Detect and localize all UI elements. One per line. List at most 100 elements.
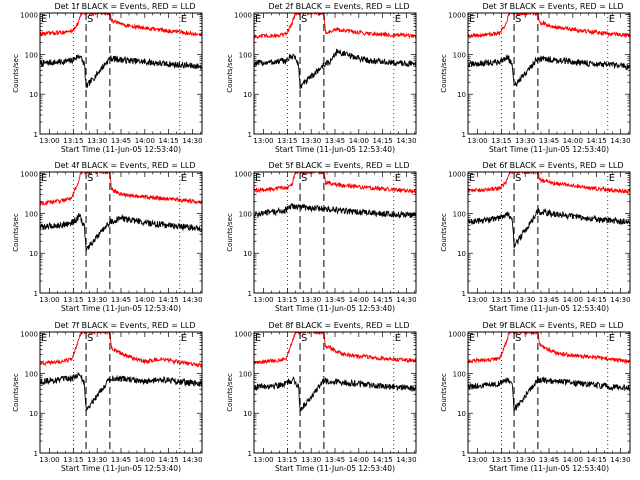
y-tick-label: 100 (239, 370, 252, 378)
panel-det-4: Det 4f BLACK = Events, RED = LLD E S E 1 10 10… (12, 161, 203, 313)
y-tick-label: 1 (248, 450, 252, 458)
series-line-events (40, 54, 202, 88)
marker-label-e: E (395, 14, 401, 25)
axes-frame (39, 331, 203, 454)
panel-title: Det 6f BLACK = Events, RED = LLD (482, 161, 623, 170)
x-tick-label: 13:30 (515, 456, 535, 464)
x-tick-label: 14:30 (396, 296, 416, 304)
x-tick-label: 13:00 (39, 137, 59, 145)
x-tick-label: 13:00 (467, 296, 487, 304)
y-axis-label: Counts/sec (226, 373, 234, 412)
series-line-lld (40, 172, 202, 206)
x-tick-label: 13:00 (253, 456, 273, 464)
marker-label-s: S (515, 173, 521, 184)
y-axis-label: Counts/sec (226, 54, 234, 93)
y-tick-label: 1000 (234, 171, 252, 179)
panel-det-9: Det 9f BLACK = Events, RED = LLD E S E 1 10 10… (440, 321, 631, 473)
series-line-events (468, 54, 630, 88)
x-tick-label: 14:30 (396, 456, 416, 464)
marker-label-e: E (255, 14, 261, 25)
x-tick-label: 14:00 (563, 456, 583, 464)
y-axis-label: Counts/sec (12, 373, 20, 412)
series-line-events (254, 48, 416, 90)
x-tick-label: 14:30 (182, 137, 202, 145)
y-tick-label: 100 (25, 51, 38, 59)
y-tick-label: 1000 (234, 12, 252, 20)
x-tick-label: 14:30 (610, 296, 630, 304)
panel-det-3: Det 3f BLACK = Events, RED = LLD E S E 1 10 10… (440, 2, 631, 154)
y-axis-label: Counts/sec (440, 373, 448, 412)
x-tick-label: 14:00 (349, 296, 369, 304)
y-tick-label: 1 (34, 290, 38, 298)
x-tick-label: 14:15 (373, 456, 393, 464)
marker-label-e: E (255, 333, 261, 344)
x-tick-label: 14:00 (563, 296, 583, 304)
panel-det-2: Det 2f BLACK = Events, RED = LLD E S E 1 10 10… (226, 2, 417, 154)
y-tick-label: 1000 (448, 12, 466, 20)
series-line-events (254, 202, 416, 219)
y-axis-label: Counts/sec (226, 213, 234, 252)
marker-label-e: E (609, 14, 615, 25)
x-tick-label: 14:00 (349, 456, 369, 464)
y-tick-label: 1 (248, 290, 252, 298)
x-tick-label: 14:30 (182, 296, 202, 304)
series-line-events (40, 212, 202, 251)
y-axis-label: Counts/sec (440, 54, 448, 93)
x-tick-label: 13:45 (539, 456, 559, 464)
x-tick-label: 14:00 (135, 456, 155, 464)
marker-label-s: S (87, 173, 93, 184)
marker-label-e: E (469, 173, 475, 184)
series-line-lld (468, 13, 630, 39)
x-tick-label: 14:15 (587, 137, 607, 145)
x-tick-label: 13:00 (253, 296, 273, 304)
axes-frame (39, 171, 203, 294)
x-tick-label: 13:15 (491, 456, 511, 464)
x-tick-label: 13:15 (63, 296, 83, 304)
series-line-events (40, 372, 202, 412)
panel-title: Det 8f BLACK = Events, RED = LLD (268, 321, 409, 330)
x-tick-label: 14:30 (396, 137, 416, 145)
x-tick-label: 14:00 (135, 296, 155, 304)
panel-det-8: Det 8f BLACK = Events, RED = LLD E S E 1 10 10… (226, 321, 417, 473)
axes-frame (467, 12, 631, 135)
x-axis-label: Start Time (11-Jun-05 12:53:40) (275, 145, 395, 154)
panel-title: Det 7f BLACK = Events, RED = LLD (54, 321, 195, 330)
y-tick-label: 10 (29, 250, 38, 258)
x-tick-label: 14:15 (373, 137, 393, 145)
y-tick-label: 1 (34, 450, 38, 458)
marker-label-e: E (181, 14, 187, 25)
x-tick-label: 14:15 (159, 456, 179, 464)
x-tick-label: 13:30 (515, 296, 535, 304)
x-tick-label: 13:30 (301, 137, 321, 145)
marker-label-s: S (515, 333, 521, 344)
series-line-lld (40, 332, 202, 369)
series-line-lld (254, 172, 416, 195)
x-tick-label: 13:30 (87, 137, 107, 145)
y-tick-label: 10 (243, 410, 252, 418)
panel-det-1: Det 1f BLACK = Events, RED = LLD E S E 1 10 10… (12, 2, 203, 154)
marker-label-e: E (181, 333, 187, 344)
x-axis-label: Start Time (11-Jun-05 12:53:40) (61, 464, 181, 473)
marker-label-e: E (469, 14, 475, 25)
marker-label-s: S (301, 333, 307, 344)
marker-label-s: S (515, 14, 521, 25)
x-tick-label: 13:45 (111, 137, 131, 145)
x-tick-label: 13:30 (301, 456, 321, 464)
x-axis-label: Start Time (11-Jun-05 12:53:40) (489, 145, 609, 154)
x-axis-label: Start Time (11-Jun-05 12:53:40) (489, 464, 609, 473)
marker-label-e: E (395, 333, 401, 344)
y-tick-label: 100 (25, 370, 38, 378)
y-tick-label: 1 (462, 290, 466, 298)
y-tick-label: 1000 (20, 331, 38, 339)
x-tick-label: 13:15 (63, 456, 83, 464)
y-tick-label: 10 (243, 250, 252, 258)
x-tick-label: 14:15 (587, 296, 607, 304)
panel-title: Det 2f BLACK = Events, RED = LLD (268, 2, 409, 11)
marker-label-e: E (469, 333, 475, 344)
panel-det-7: Det 7f BLACK = Events, RED = LLD E S E 1 10 10… (12, 321, 203, 473)
marker-label-s: S (301, 14, 307, 25)
y-tick-label: 1000 (20, 171, 38, 179)
y-tick-label: 1000 (448, 331, 466, 339)
x-tick-label: 13:45 (111, 296, 131, 304)
marker-label-e: E (255, 173, 261, 184)
